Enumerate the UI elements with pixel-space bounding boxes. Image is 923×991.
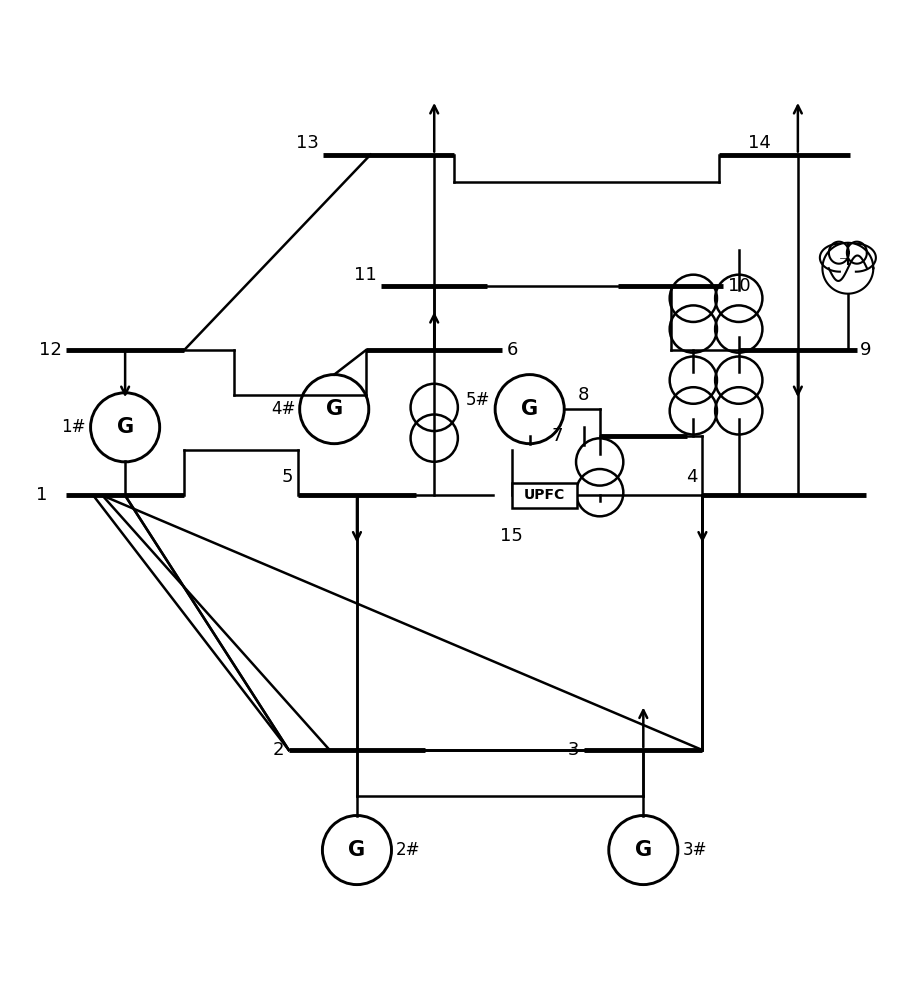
Text: UPFC: UPFC (523, 489, 565, 502)
Text: 4: 4 (687, 469, 698, 487)
Text: 2#: 2# (396, 841, 421, 859)
Text: 13: 13 (296, 134, 318, 152)
Text: 5: 5 (282, 469, 294, 487)
Text: G: G (521, 399, 538, 419)
Text: G: G (348, 840, 366, 860)
Text: 8: 8 (578, 386, 589, 404)
Text: G: G (635, 840, 652, 860)
Text: 3#: 3# (682, 841, 707, 859)
Text: 2: 2 (272, 741, 284, 759)
Text: 11: 11 (354, 267, 377, 284)
Text: G: G (116, 417, 134, 437)
Text: 4#: 4# (270, 400, 295, 418)
Text: 15: 15 (500, 527, 523, 545)
Text: 1: 1 (36, 487, 47, 504)
Text: 14: 14 (748, 134, 771, 152)
Text: 1#: 1# (62, 418, 86, 436)
Text: 12: 12 (39, 341, 62, 359)
Text: 3: 3 (569, 741, 580, 759)
Text: 6: 6 (507, 341, 519, 359)
Text: G: G (326, 399, 342, 419)
Text: 7: 7 (552, 427, 563, 445)
Text: 10: 10 (728, 277, 750, 295)
Text: 5#: 5# (466, 391, 491, 409)
FancyBboxPatch shape (511, 483, 577, 508)
Text: 9: 9 (859, 341, 871, 359)
